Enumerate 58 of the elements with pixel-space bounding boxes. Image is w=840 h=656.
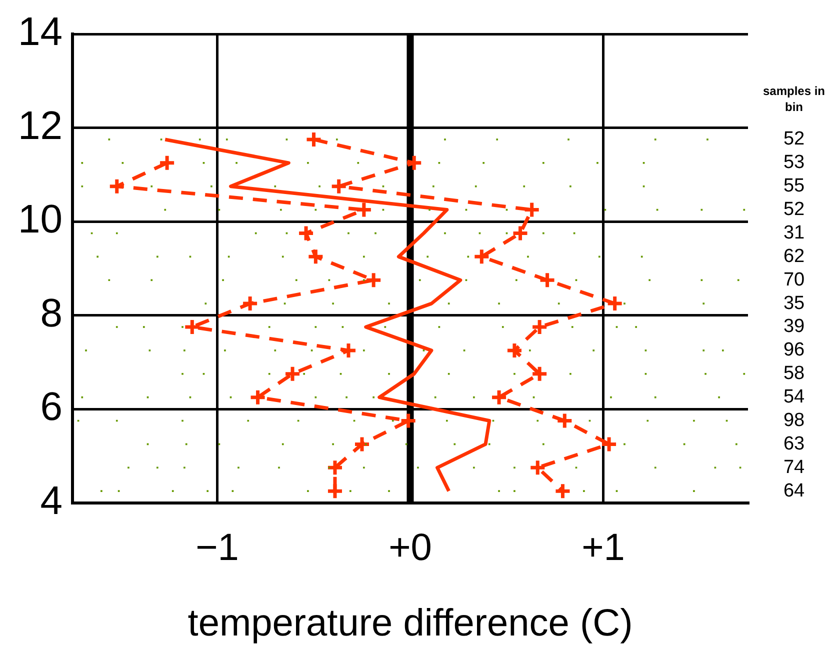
point — [306, 248, 324, 266]
y-tick-label: 12 — [18, 104, 62, 148]
point — [600, 435, 618, 453]
y-tick-label: 10 — [18, 198, 62, 242]
point — [158, 154, 176, 172]
point — [530, 318, 548, 336]
x-tick-label: +1 — [582, 527, 625, 570]
text: 70 — [783, 269, 805, 290]
point — [284, 365, 302, 383]
x-tick-label: +0 — [388, 527, 432, 570]
point — [530, 365, 548, 383]
point — [330, 178, 348, 196]
y-tick-label: 14 — [18, 10, 62, 54]
text: 52 — [783, 128, 805, 150]
point — [364, 271, 382, 289]
point — [538, 271, 556, 289]
y-tick-label: 6 — [40, 385, 62, 430]
point — [304, 130, 322, 148]
point — [183, 318, 201, 336]
point — [528, 458, 546, 476]
text: 55 — [783, 176, 805, 197]
point — [554, 482, 572, 500]
x-tick-label: −1 — [196, 527, 239, 570]
point — [326, 482, 344, 500]
text: 35 — [783, 292, 805, 314]
text: 63 — [783, 433, 805, 454]
point — [400, 412, 418, 430]
point — [241, 294, 259, 312]
text: 62 — [783, 246, 805, 267]
y-tick-label: 8 — [40, 291, 62, 336]
text: 74 — [783, 456, 805, 478]
y-tick-label: 4 — [40, 478, 62, 523]
point — [355, 201, 373, 219]
point — [490, 388, 508, 406]
text: 58 — [783, 363, 805, 384]
text: 39 — [783, 316, 805, 338]
text: 31 — [783, 222, 805, 244]
point — [405, 154, 423, 172]
point — [523, 201, 541, 219]
text: samples in bin — [762, 84, 826, 114]
point — [108, 178, 126, 196]
point — [249, 388, 267, 406]
point — [506, 342, 524, 360]
point — [606, 294, 624, 312]
point — [512, 224, 530, 242]
text: 64 — [783, 480, 805, 502]
text: 98 — [783, 410, 805, 431]
x-axis-title: temperature difference (C) — [188, 602, 633, 645]
point — [556, 412, 574, 430]
text: 54 — [783, 386, 805, 408]
text: 52 — [783, 199, 805, 220]
text: 96 — [783, 340, 805, 361]
point — [340, 342, 358, 360]
text: 53 — [783, 152, 805, 174]
point — [326, 458, 344, 476]
point — [297, 224, 315, 242]
point — [472, 248, 490, 266]
point — [353, 435, 371, 453]
